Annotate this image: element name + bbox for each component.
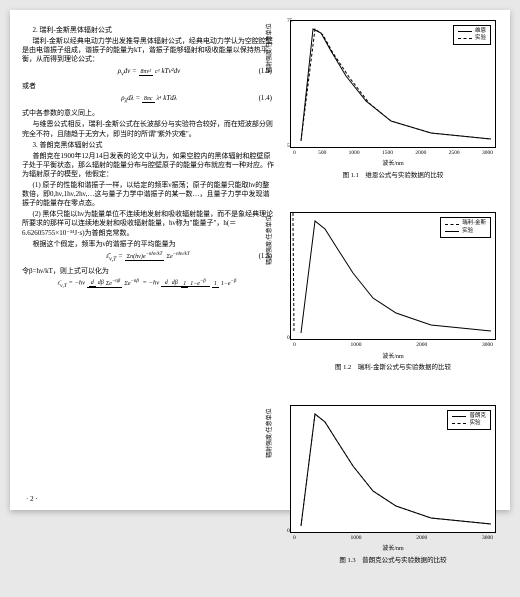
- page-number: · 2 ·: [26, 495, 38, 504]
- para-9: 令β=hν/kT，则上式可以化为: [22, 267, 276, 276]
- chart-2-legend: 瑞利-金斯 实验: [440, 217, 491, 237]
- para-7: (2) 黑体只能以hν为能量单位不连续地发射和吸收辐射能量，而不是象经典理论所要…: [22, 210, 276, 237]
- para-3: 式中各参数的意义同上。: [22, 109, 276, 118]
- chart-2-xlabel: 波长/nm: [291, 354, 495, 362]
- para-8: 根据这个假定，频率为ν的谐振子的平均能量为: [22, 240, 276, 249]
- chart-1-ylabel: 辐射强度/任意单位: [267, 23, 275, 73]
- equation-1-3: ρνdν = 8πν²c³kTν²dν (1.3): [22, 67, 276, 79]
- chart-1-box: 维恩 实验 5 75 050010001500200025003000 波长/n…: [290, 20, 496, 148]
- equation-1-4: ρλdλ = 8πcλ⁴kTdλ (1.4): [22, 94, 276, 106]
- left-column: 2. 瑞利-金斯黑体辐射公式 瑞利-金斯以经典电动力学出发推导黑体辐射公式，经典…: [22, 26, 276, 290]
- chart-1-caption: 图 1.1 维恩公式与实验数据的比较: [290, 172, 496, 180]
- chart-3-ylabel: 辐射强度/任意单位: [267, 408, 275, 458]
- chart-1-xticks: 050010001500200025003000: [291, 150, 495, 157]
- chart-3-legend: 普朗克 实验: [447, 410, 491, 430]
- para-2: 或者: [22, 82, 276, 91]
- chart-2-box: 瑞利-金斯 实验 0 0100020003000 波长/nm 辐射强度/任意单位: [290, 212, 496, 340]
- chart-3-caption: 图 1.3 普朗克公式与实验数据的比较: [290, 557, 496, 565]
- equation-1-6: ε̄ν,T = −hν ddβΣe−nβΣe−nβ = −hν ddβ 11−e…: [22, 279, 276, 290]
- para-1: 瑞利-金斯以经典电动力学出发推导黑体辐射公式，经典电动力学认为空腔腔壁是由电谐振…: [22, 37, 276, 64]
- chart-3-xlabel: 波长/nm: [291, 546, 495, 554]
- legend-exp1: 实验: [475, 35, 486, 42]
- chart-1-legend: 维恩 实验: [453, 25, 491, 45]
- equation-1-5: ε̄ν,T = Σn(hν)e−nhν/kTΣe−nhν/kT (1.5): [22, 252, 276, 264]
- legend-planck: 普朗克: [469, 413, 486, 420]
- legend-rj: 瑞利-金斯: [462, 220, 486, 227]
- chart-3-box: 普朗克 实验 0 0100020003000 波长/nm 辐射强度/任意单位: [290, 405, 496, 533]
- chart-1-xlabel: 波长/nm: [291, 161, 495, 169]
- chart-2-caption: 图 1.2 瑞利-金斯公式与实验数据的比较: [290, 364, 496, 372]
- legend-exp3: 实验: [469, 420, 480, 427]
- para-5: 普朗克在1900年12月14日发表的论文中认为，如果空腔内的黑体辐射和腔壁原子处…: [22, 152, 276, 179]
- chart-1-wien: 维恩 实验 5 75 050010001500200025003000 波长/n…: [290, 20, 496, 180]
- para-6: (1) 原子的性能和谐振子一样，以给定的频率ν振荡；原子的能量只能取hν的整数倍…: [22, 181, 276, 208]
- chart-2-xticks: 0100020003000: [291, 342, 495, 349]
- para-4: 与维恩公式相反，瑞利-金斯公式在长波部分与实验符合较好，而在短波部分则完全不符，…: [22, 120, 276, 138]
- right-column: 维恩 实验 5 75 050010001500200025003000 波长/n…: [280, 20, 496, 597]
- heading-rayleigh: 2. 瑞利-金斯黑体辐射公式: [22, 26, 276, 35]
- chart-3-planck: 普朗克 实验 0 0100020003000 波长/nm 辐射强度/任意单位 图…: [290, 405, 496, 565]
- chart-2-ylabel: 辐射强度/任意单位: [267, 216, 275, 266]
- chart-3-xticks: 0100020003000: [291, 535, 495, 542]
- legend-exp2: 实验: [462, 228, 473, 235]
- heading-planck: 3. 普朗克黑体辐射公式: [22, 141, 276, 150]
- chart-2-rayleigh: 瑞利-金斯 实验 0 0100020003000 波长/nm 辐射强度/任意单位…: [290, 212, 496, 372]
